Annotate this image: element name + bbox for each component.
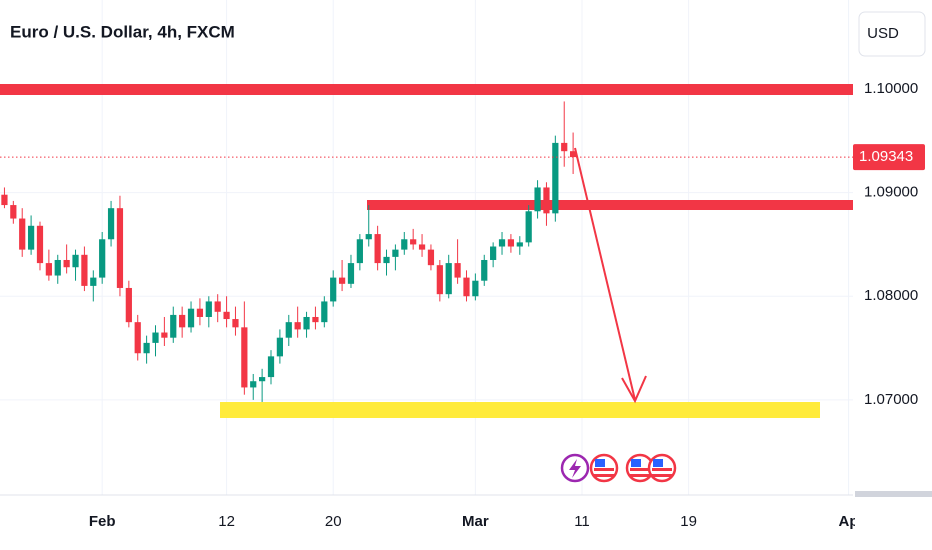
candle-body xyxy=(321,301,328,323)
event-icons xyxy=(560,453,677,483)
candle-body xyxy=(481,259,488,281)
candle-body xyxy=(516,242,523,247)
candle-body xyxy=(365,234,372,240)
flag-icon xyxy=(647,453,677,483)
candle-body xyxy=(463,277,470,297)
x-tick-label: 11 xyxy=(574,513,590,530)
candle-body xyxy=(196,308,204,317)
candle-body xyxy=(338,277,346,284)
y-tick-label: 1.08000 xyxy=(864,287,918,304)
resistance-band xyxy=(367,200,853,210)
candle-body xyxy=(312,316,319,323)
candle-body xyxy=(90,277,97,286)
candle-body xyxy=(347,263,355,284)
scroll-bar xyxy=(855,491,932,497)
candles xyxy=(1,101,577,402)
candle-body xyxy=(19,218,26,250)
candle-body xyxy=(454,263,461,278)
candle-body xyxy=(330,277,337,302)
chart-title: Euro / U.S. Dollar, 4h, FXCM xyxy=(10,22,235,41)
candle-body xyxy=(445,263,452,295)
x-tick-label: Ap xyxy=(839,513,859,530)
candle-body xyxy=(107,208,115,240)
candle-body xyxy=(179,314,186,328)
candle-body xyxy=(27,225,35,250)
candle-body xyxy=(214,301,221,312)
candle-body xyxy=(267,356,275,378)
candle-body xyxy=(552,142,559,214)
x-tick-label: Mar xyxy=(462,513,489,530)
last-price-box xyxy=(853,144,925,171)
candle-body xyxy=(161,332,168,338)
candle-body xyxy=(285,322,292,338)
candle-body xyxy=(498,239,506,247)
y-tick-label: 1.10000 xyxy=(864,80,918,97)
candle-body xyxy=(63,259,70,268)
candle-body xyxy=(374,234,381,264)
x-tick-label: 20 xyxy=(325,513,342,530)
flag-icon xyxy=(589,453,619,483)
candle-body xyxy=(1,194,8,206)
candle-body xyxy=(241,327,248,388)
candle-body xyxy=(134,322,141,354)
candle-body xyxy=(490,246,497,260)
candle-body xyxy=(187,308,195,328)
candle-body xyxy=(356,239,363,264)
candle-body xyxy=(401,239,408,250)
grid xyxy=(0,0,853,495)
candle-body xyxy=(507,239,515,247)
candle-body xyxy=(418,244,426,250)
candle-body xyxy=(205,301,212,317)
candle-body xyxy=(36,225,44,264)
candle-body xyxy=(410,239,417,245)
candle-body xyxy=(223,311,230,320)
candle-body xyxy=(152,332,159,343)
x-tick-label: Feb xyxy=(89,513,116,530)
candle-body xyxy=(392,249,399,257)
candle-body xyxy=(10,205,17,219)
candle-body xyxy=(569,151,577,158)
y-tick-label: 1.07000 xyxy=(864,391,918,408)
last-price-label: 1.09343 xyxy=(859,148,913,165)
currency-label: USD xyxy=(867,25,899,42)
candle-body xyxy=(543,187,550,214)
candle-body xyxy=(81,254,88,286)
candle-body xyxy=(534,187,541,212)
currency-button[interactable] xyxy=(858,11,926,57)
arrow xyxy=(574,147,647,404)
candle-body xyxy=(259,377,266,382)
candle-body xyxy=(436,265,443,295)
candle-body xyxy=(116,208,124,288)
candle-body xyxy=(54,259,61,276)
candle-body xyxy=(99,239,106,278)
candle-body xyxy=(561,142,568,152)
x-axis: Feb 12 20 Mar 11 19 Ap xyxy=(89,513,859,530)
candle-body xyxy=(232,319,239,328)
candle-body xyxy=(427,249,435,266)
candle-body xyxy=(472,280,479,297)
candle-body xyxy=(143,342,150,354)
x-tick-label: 12 xyxy=(218,513,235,530)
support-zone xyxy=(220,402,820,418)
resistance-band xyxy=(0,84,853,95)
x-tick-label: 19 xyxy=(680,513,697,530)
candle-body xyxy=(294,322,301,330)
candle-body xyxy=(250,381,257,388)
candle-body xyxy=(72,254,79,268)
candle-body xyxy=(525,211,532,243)
candle-body xyxy=(125,287,132,323)
candle-body xyxy=(170,314,177,338)
y-tick-label: 1.09000 xyxy=(864,184,918,201)
candle-body xyxy=(276,337,284,357)
candle-body xyxy=(383,256,390,264)
candle-body xyxy=(45,263,52,276)
candle-body xyxy=(303,316,310,330)
